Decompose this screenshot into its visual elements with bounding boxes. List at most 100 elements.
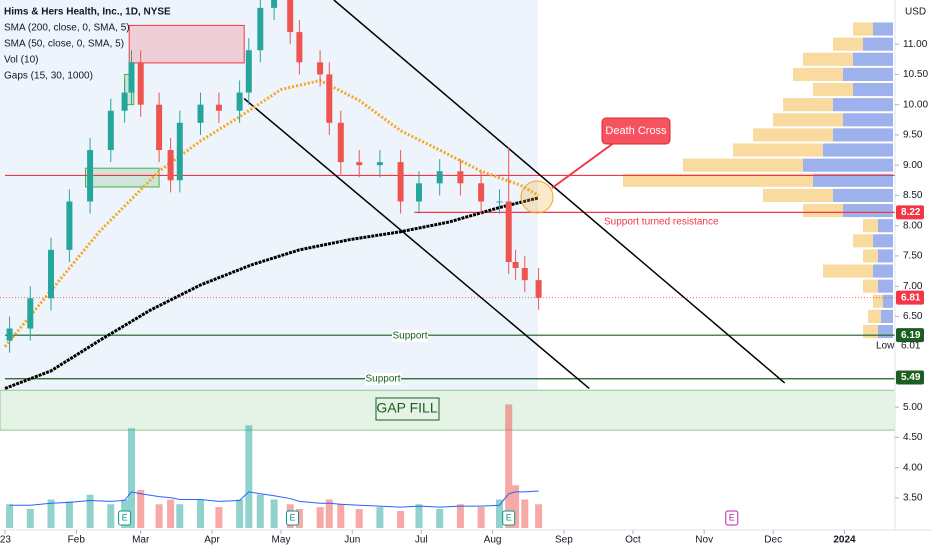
profile-sell bbox=[878, 249, 893, 263]
gap-fill-box bbox=[375, 397, 440, 421]
y-tick-label: 5.00 bbox=[903, 402, 923, 413]
axes: 3.50 4.00 4.50 5.00 6.50 7.00 7.50 8.00 8.50 9.00… bbox=[0, 39, 928, 546]
volume-bar bbox=[415, 504, 423, 528]
volume-bar bbox=[456, 504, 464, 528]
price-badge bbox=[896, 205, 924, 220]
y-tick-label: 8.00 bbox=[903, 220, 923, 231]
profile-buy bbox=[753, 128, 833, 142]
profile-buy bbox=[853, 234, 873, 248]
candle-body bbox=[436, 171, 443, 184]
volume-bar bbox=[325, 499, 333, 528]
candle-body bbox=[356, 162, 363, 166]
candle-body bbox=[505, 201, 512, 262]
profile-sell bbox=[843, 203, 893, 218]
candle-body bbox=[137, 62, 144, 105]
low-label: Low bbox=[876, 341, 895, 352]
trendline bbox=[333, 0, 786, 384]
profile-buy bbox=[683, 158, 803, 172]
profile-sell bbox=[813, 173, 893, 187]
x-tick-label: 23 bbox=[0, 535, 11, 546]
profile-sell bbox=[803, 158, 893, 172]
price-badge bbox=[896, 290, 924, 305]
candle-body bbox=[397, 162, 404, 202]
candle-body bbox=[48, 249, 54, 299]
candle-body bbox=[416, 183, 422, 202]
profile-sell bbox=[873, 264, 893, 278]
chart-title: Hims & Hers Health, Inc., 1D, NYSE bbox=[4, 7, 171, 18]
earnings-label: E bbox=[122, 512, 128, 522]
price-badge-label: 6.81 bbox=[901, 292, 921, 303]
volume-bar bbox=[128, 428, 135, 528]
label-bg bbox=[392, 330, 428, 342]
earnings-marker bbox=[118, 510, 132, 526]
x-tick-label: Apr bbox=[204, 535, 220, 546]
annotation: Support turned resistance bbox=[604, 217, 719, 228]
volume-bar bbox=[197, 499, 204, 528]
trendline bbox=[243, 98, 590, 389]
candle-body bbox=[337, 122, 344, 163]
candle-body bbox=[512, 261, 519, 269]
candle-body bbox=[457, 171, 464, 184]
profile-sell bbox=[878, 219, 893, 233]
profile-buy bbox=[868, 309, 881, 323]
volume-bar bbox=[355, 509, 363, 528]
earnings-marker bbox=[502, 510, 516, 526]
profile-sell bbox=[873, 234, 893, 248]
profile-buy bbox=[823, 264, 873, 278]
profile-buy bbox=[873, 294, 883, 308]
volume-bar bbox=[512, 485, 520, 528]
x-tick-label: Nov bbox=[695, 535, 713, 546]
profile-buy bbox=[813, 82, 853, 97]
legend-entry: Gaps (15, 30, 1000) bbox=[4, 71, 93, 82]
profile-buy bbox=[773, 113, 843, 127]
profile-sell bbox=[853, 52, 893, 66]
x-tick-label: Feb bbox=[68, 535, 86, 546]
candle-body bbox=[245, 50, 252, 93]
volume-bar bbox=[107, 504, 115, 528]
profile-sell bbox=[878, 324, 893, 339]
candle-body bbox=[87, 150, 94, 202]
candle-body bbox=[215, 104, 222, 111]
candle-body bbox=[326, 74, 333, 123]
currency: USD bbox=[905, 7, 926, 18]
volume-bar bbox=[86, 494, 94, 528]
zone-box bbox=[128, 24, 245, 64]
candle-body bbox=[478, 183, 485, 202]
earnings-marker bbox=[725, 510, 739, 526]
y-tick-label: 4.50 bbox=[903, 432, 923, 443]
y-tick-label: 4.00 bbox=[903, 462, 923, 473]
volume-bar bbox=[245, 425, 253, 528]
price-badge bbox=[896, 370, 924, 385]
profile-buy bbox=[803, 52, 853, 66]
x-tick-label: Oct bbox=[625, 535, 641, 546]
candle-body bbox=[156, 104, 163, 151]
legend-entry: Vol (10) bbox=[4, 55, 38, 66]
profile-buy bbox=[763, 188, 833, 202]
volume-bar bbox=[65, 501, 73, 528]
volume-bar bbox=[270, 499, 278, 528]
y-tick-label: 8.50 bbox=[903, 190, 923, 201]
y-tick-label: 3.50 bbox=[903, 493, 923, 504]
volume-bar bbox=[535, 504, 543, 528]
volume-ma bbox=[9, 490, 539, 508]
earnings-label: E bbox=[289, 512, 295, 522]
death-cross-marker bbox=[520, 180, 554, 214]
volume-bar bbox=[236, 499, 244, 528]
y-tick-label: 7.00 bbox=[903, 281, 923, 292]
price-badge-label: 6.19 bbox=[901, 330, 921, 341]
candle-body bbox=[287, 0, 294, 33]
candle-body bbox=[128, 62, 135, 93]
y-tick-label: 10.50 bbox=[903, 69, 928, 80]
profile-sell bbox=[833, 128, 893, 142]
volume-bar bbox=[436, 509, 444, 528]
candle-body bbox=[27, 298, 34, 329]
callout-box bbox=[601, 117, 671, 145]
volume-bar bbox=[376, 507, 384, 528]
profile-buy bbox=[863, 219, 878, 233]
callout-pointer bbox=[551, 141, 616, 189]
candle-body bbox=[296, 32, 303, 63]
candle-body bbox=[271, 0, 278, 8]
earnings-marker bbox=[286, 510, 299, 526]
